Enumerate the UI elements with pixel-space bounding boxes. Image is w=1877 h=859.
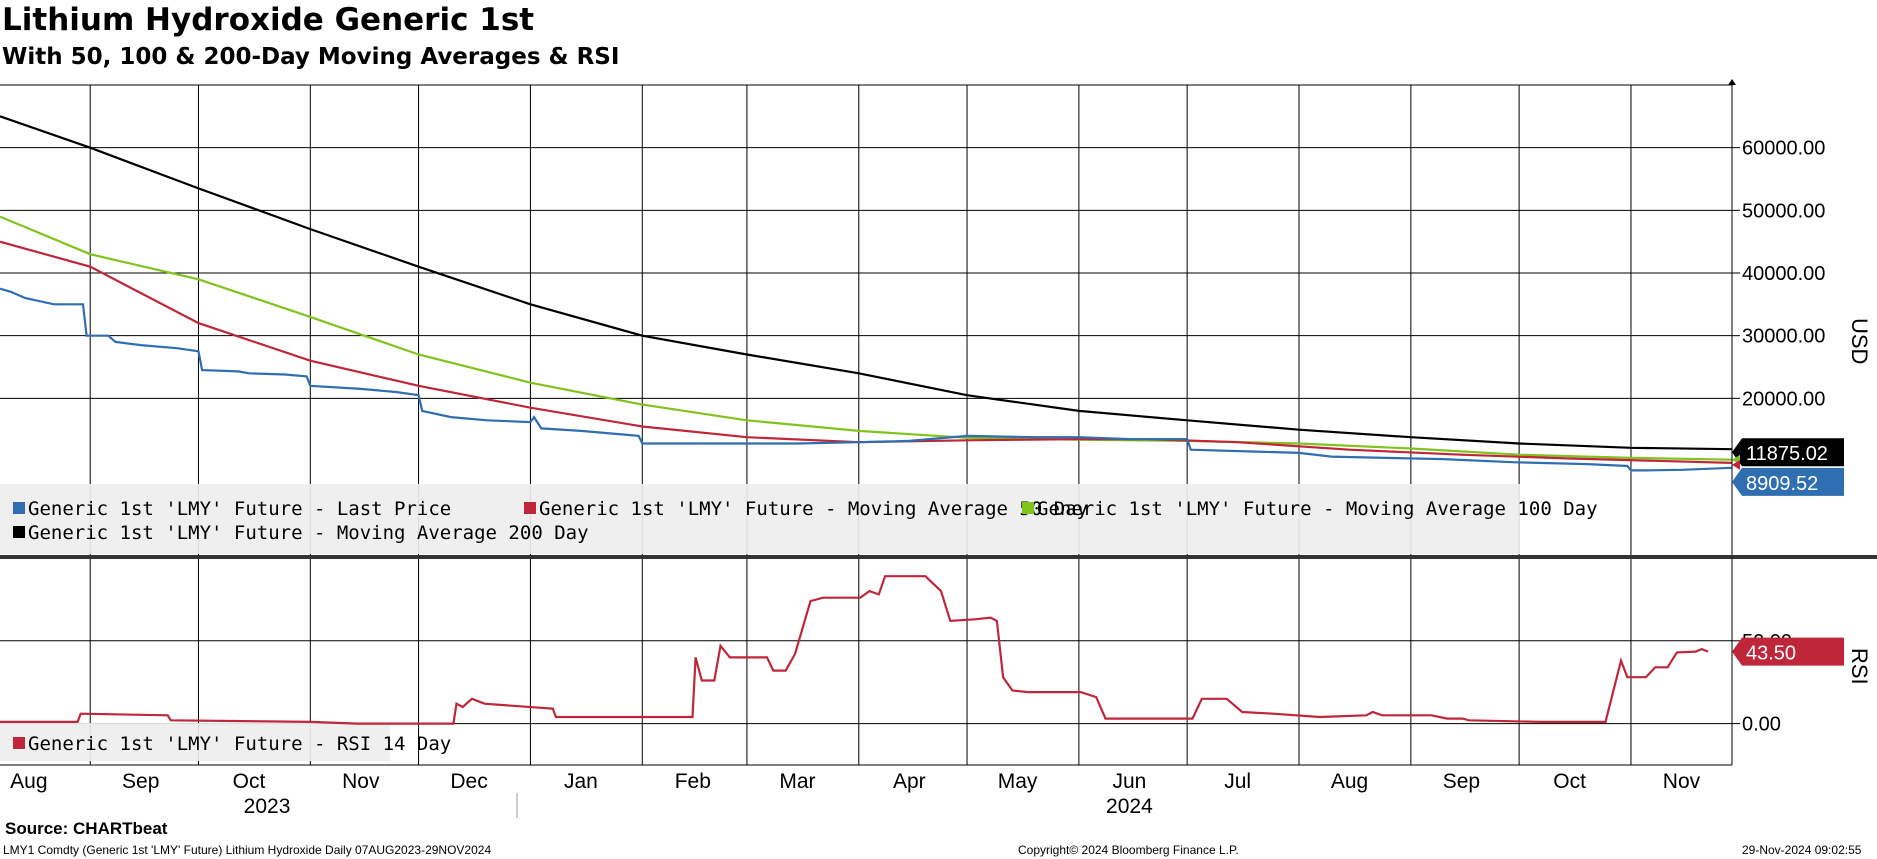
x-tick-label: Aug — [1331, 770, 1368, 793]
legend-label: Generic 1st 'LMY' Future - Moving Averag… — [28, 522, 589, 544]
axis-layer: 20000.00 30000.00 40000.00 50000.00 60000.00… — [10, 79, 1872, 818]
x-tick-label: Mar — [779, 770, 815, 793]
price-y-tick-label: 30000.00 — [1742, 326, 1825, 348]
legend-swatch — [13, 737, 25, 749]
source-note: Source: CHARTbeat — [5, 819, 168, 838]
x-tick-label: Oct — [233, 770, 266, 793]
price-y-tick-label: 60000.00 — [1742, 138, 1825, 160]
ma200-last-value-badge-bg — [1732, 438, 1844, 467]
rsi-y-axis-label: RSI — [1847, 648, 1872, 685]
rsi-legend-bg — [0, 723, 390, 761]
price-y-axis-label: USD — [1847, 318, 1872, 364]
price-axis-arrow — [1728, 79, 1736, 85]
rsi-last-value-badge-text: 43.50 — [1746, 643, 1796, 665]
series-layer — [0, 115, 1733, 725]
x-tick-label: Aug — [10, 770, 47, 793]
x-tick-label: May — [998, 770, 1038, 793]
ma200-last-value-badge-text: 11875.02 — [1746, 443, 1828, 465]
grid-lines — [0, 84, 1877, 766]
x-tick-label: Feb — [675, 770, 711, 793]
price-y-tick-label: 40000.00 — [1742, 263, 1825, 285]
series-line-ma50 — [0, 240, 1733, 464]
price-y-tick-label: 50000.00 — [1742, 200, 1825, 222]
x-tick-label: Sep — [1443, 770, 1480, 793]
series-line-ma100 — [0, 215, 1733, 461]
x-tick-label: Jun — [1112, 770, 1146, 793]
ma50-last-marker — [1732, 459, 1740, 470]
x-tick-label: Oct — [1553, 770, 1586, 793]
price-legend-bg — [0, 484, 1520, 554]
legend-swatch — [1022, 502, 1034, 514]
legend-swatch — [524, 502, 536, 514]
legend-label: Generic 1st 'LMY' Future - Last Price — [28, 498, 451, 520]
price-y-tick-label: 20000.00 — [1742, 388, 1825, 410]
legend-swatch — [13, 502, 25, 514]
last-price-badge-bg — [1732, 467, 1844, 496]
rsi-last-value-badge-bg — [1732, 637, 1844, 666]
legend-label: Generic 1st 'LMY' Future - Moving Averag… — [1037, 498, 1598, 520]
footer-copyright: Copyright© 2024 Bloomberg Finance L.P. — [1018, 843, 1239, 857]
chart-subtitle: With 50, 100 & 200-Day Moving Averages &… — [2, 44, 620, 70]
x-year-label: 2023 — [244, 795, 291, 818]
x-tick-label: Nov — [342, 770, 380, 793]
chart-title: Lithium Hydroxide Generic 1st — [2, 2, 535, 38]
rsi-y-tick-label: 0.00 — [1742, 714, 1781, 736]
series-line-rsi — [0, 575, 1709, 725]
x-tick-label: Jan — [564, 770, 598, 793]
legend-label: Generic 1st 'LMY' Future - Moving Averag… — [539, 498, 1088, 520]
x-tick-label: Sep — [122, 770, 159, 793]
legend-swatch — [13, 526, 25, 538]
x-tick-label: Dec — [450, 770, 487, 793]
legend-label: Generic 1st 'LMY' Future - RSI 14 Day — [28, 733, 451, 755]
last-price-badge: 8909.52 — [1732, 467, 1844, 496]
series-line-last_price — [0, 287, 1733, 472]
x-tick-label: Jul — [1224, 770, 1251, 793]
x-year-label: 2024 — [1106, 795, 1153, 818]
x-tick-label: Apr — [893, 770, 926, 793]
series-line-ma200 — [0, 115, 1733, 451]
footer-ticker-info: LMY1 Comdty (Generic 1st 'LMY' Future) L… — [3, 843, 492, 857]
ma200-last-value-badge: 11875.02 — [1732, 438, 1844, 467]
x-tick-label: Nov — [1663, 770, 1701, 793]
footer-timestamp: 29-Nov-2024 09:02:55 — [1742, 843, 1862, 857]
legend-layer: Generic 1st 'LMY' Future - Last Price Gen… — [13, 498, 1598, 755]
last-price-badge-text: 8909.52 — [1746, 473, 1818, 495]
legend-backgrounds — [0, 484, 1520, 761]
rsi-last-value-badge: 43.50 — [1732, 637, 1844, 666]
